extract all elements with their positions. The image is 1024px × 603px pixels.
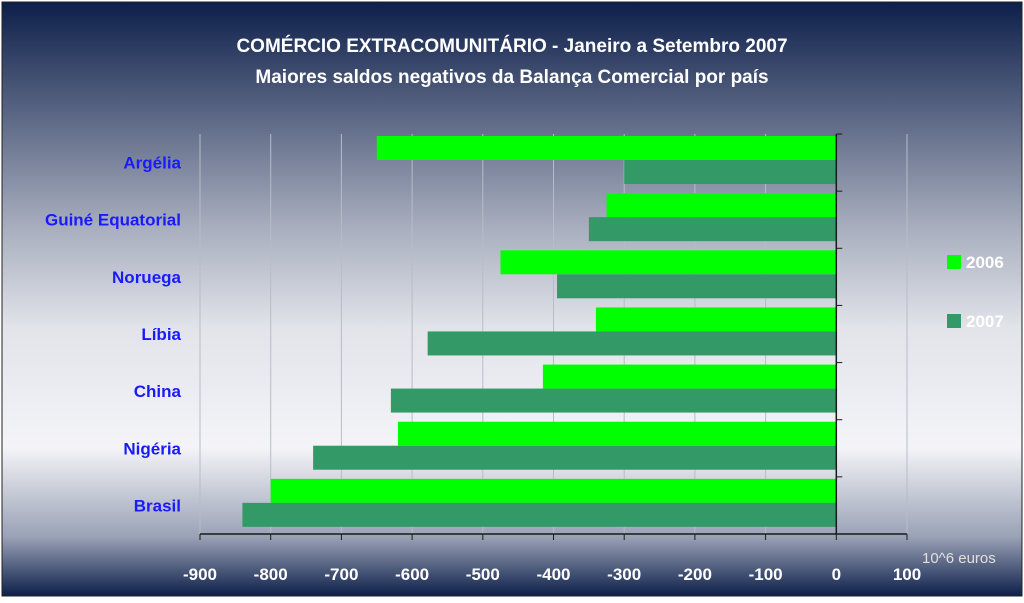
bar-2007-4 — [390, 388, 837, 413]
x-tick-label: -700 — [324, 565, 358, 584]
x-tick-label: -100 — [749, 565, 783, 584]
x-tick-label: -400 — [536, 565, 570, 584]
bars — [242, 136, 837, 527]
x-tick-label: -200 — [678, 565, 712, 584]
category-label: Líbia — [141, 325, 181, 344]
bar-2006-1 — [606, 193, 837, 218]
bar-2006-6 — [270, 478, 837, 503]
category-label: China — [134, 382, 182, 401]
bar-2007-0 — [624, 160, 837, 184]
category-label: Noruega — [112, 268, 182, 287]
bar-2007-1 — [588, 217, 837, 242]
category-label: Brasil — [134, 496, 181, 515]
bar-2007-2 — [557, 274, 837, 299]
bar-2006-4 — [542, 364, 837, 389]
legend-swatch-2006 — [947, 255, 961, 269]
axes — [199, 133, 908, 540]
bar-2006-5 — [397, 421, 837, 446]
unit-label: 10^6 euros — [922, 550, 996, 567]
bar-2006-3 — [595, 307, 837, 332]
legend: 2006 2007 — [947, 253, 1004, 331]
x-tick-label: -800 — [254, 565, 288, 584]
legend-swatch-2007 — [947, 314, 961, 328]
x-tick-label: -600 — [395, 565, 429, 584]
x-tick-label: -900 — [183, 565, 217, 584]
bar-2007-5 — [313, 445, 837, 470]
bar-2006-2 — [500, 250, 837, 275]
chart-subtitle: Maiores saldos negativos da Balança Come… — [255, 67, 768, 88]
category-label: Nigéria — [123, 439, 181, 458]
category-label: Guiné Equatorial — [45, 211, 181, 230]
bar-2007-6 — [242, 502, 837, 527]
legend-label-2006: 2006 — [966, 253, 1004, 272]
bar-2007-3 — [427, 331, 837, 356]
category-label: Argélia — [123, 154, 181, 173]
legend-label-2007: 2007 — [966, 312, 1004, 331]
x-tick-label: 100 — [893, 565, 921, 584]
x-tick-label: 0 — [832, 565, 841, 584]
bar-2006-0 — [376, 136, 837, 160]
x-tick-label: -500 — [466, 565, 500, 584]
chart-title: COMÉRCIO EXTRACOMUNITÁRIO - Janeiro a Se… — [236, 35, 787, 57]
x-tick-label: -300 — [607, 565, 641, 584]
labels: Argélia Guiné Equatorial Noruega Líbia China… — [45, 154, 921, 584]
